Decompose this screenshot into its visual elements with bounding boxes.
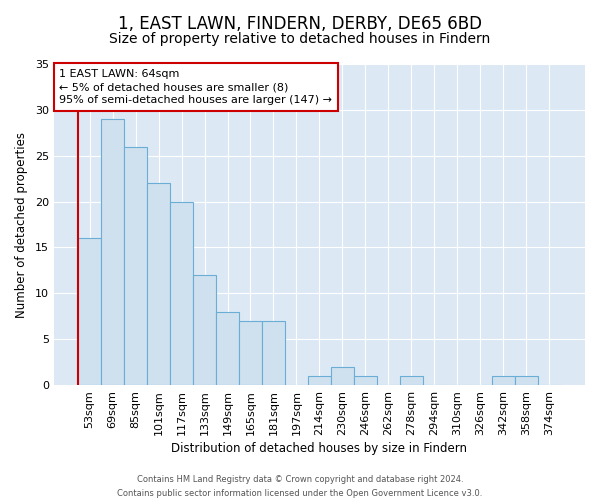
Text: 1, EAST LAWN, FINDERN, DERBY, DE65 6BD: 1, EAST LAWN, FINDERN, DERBY, DE65 6BD: [118, 15, 482, 33]
Text: Size of property relative to detached houses in Findern: Size of property relative to detached ho…: [109, 32, 491, 46]
Text: Contains HM Land Registry data © Crown copyright and database right 2024.
Contai: Contains HM Land Registry data © Crown c…: [118, 476, 482, 498]
Bar: [193, 275, 216, 385]
Bar: [515, 376, 538, 385]
Bar: [216, 312, 239, 385]
Bar: [400, 376, 423, 385]
Bar: [492, 376, 515, 385]
Bar: [239, 321, 262, 385]
Bar: [124, 146, 147, 385]
Bar: [308, 376, 331, 385]
Text: 1 EAST LAWN: 64sqm
← 5% of detached houses are smaller (8)
95% of semi-detached : 1 EAST LAWN: 64sqm ← 5% of detached hous…: [59, 69, 332, 105]
Bar: [101, 119, 124, 385]
Bar: [170, 202, 193, 385]
Bar: [331, 366, 354, 385]
X-axis label: Distribution of detached houses by size in Findern: Distribution of detached houses by size …: [172, 442, 467, 455]
Bar: [78, 238, 101, 385]
Bar: [354, 376, 377, 385]
Bar: [262, 321, 285, 385]
Bar: [147, 184, 170, 385]
Y-axis label: Number of detached properties: Number of detached properties: [15, 132, 28, 318]
